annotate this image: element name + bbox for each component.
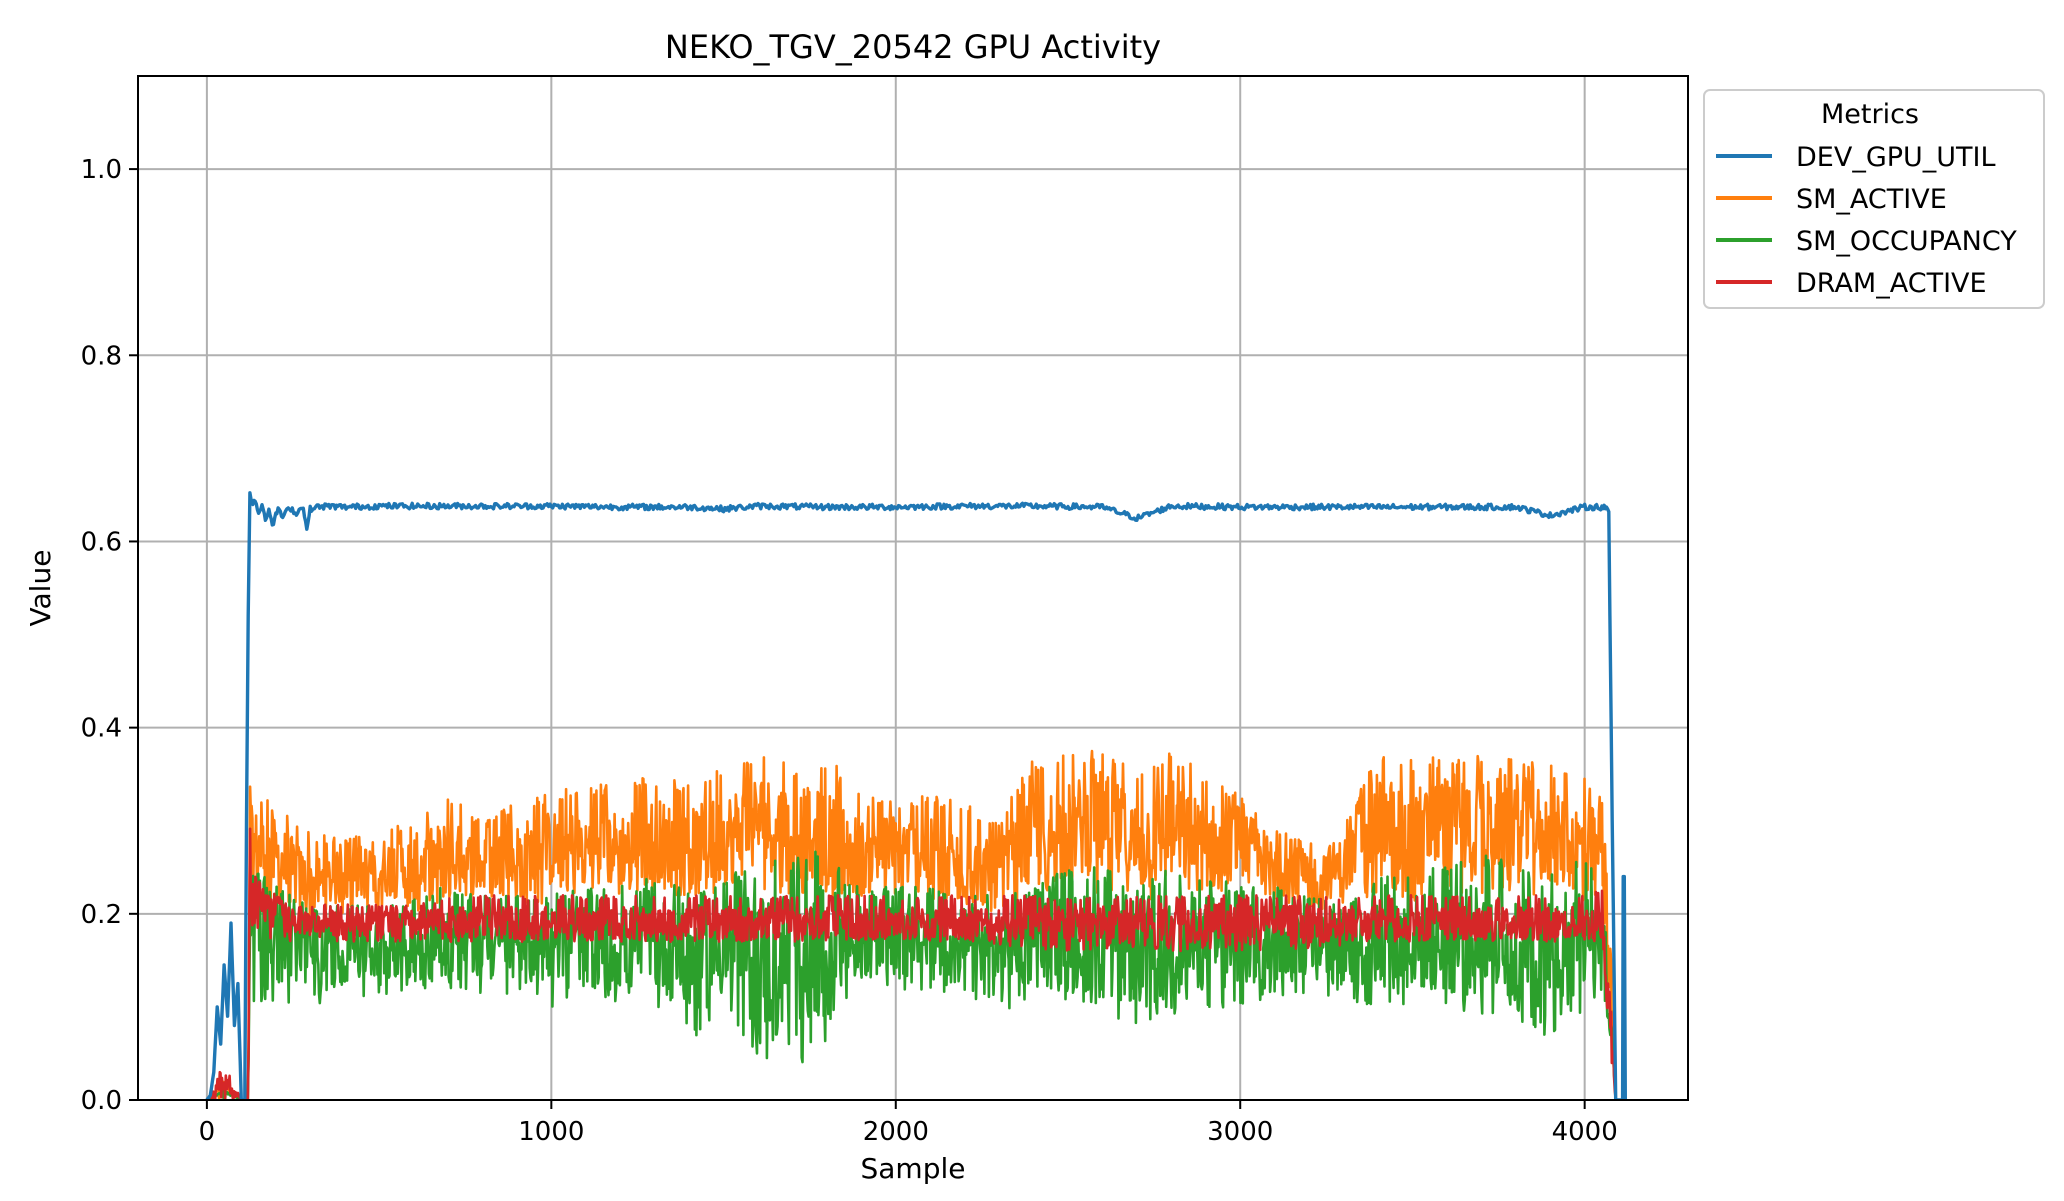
legend-items: DEV_GPU_UTIL SM_ACTIVE SM_OCCUPANCY DRAM_AC… [1716,142,2017,299]
legend-label: DEV_GPU_UTIL [1796,142,1996,173]
x-tick-label: 3000 [1207,1117,1273,1147]
y-tick-label: 0.0 [81,1086,122,1116]
y-tick-label: 0.8 [81,341,122,371]
legend-item: SM_OCCUPANCY [1716,226,2017,257]
legend-item: SM_ACTIVE [1716,184,1947,215]
legend-label: SM_ACTIVE [1796,184,1947,215]
legend-item: DEV_GPU_UTIL [1716,142,1996,173]
legend-label: SM_OCCUPANCY [1796,226,2017,257]
grid [138,76,1688,1101]
x-tick-label: 2000 [863,1117,929,1147]
legend-item: DRAM_ACTIVE [1716,268,1987,299]
axes: 0 1000 2000 3000 4000 0.0 0.2 0.4 0.6 0.8 1.0 [81,155,1618,1147]
x-tick-label: 4000 [1552,1117,1618,1147]
y-tick-label: 0.2 [81,900,122,930]
series-line-sm-active [205,749,1620,1100]
series-line-dev-gpu-util [205,491,1627,1100]
plot-frame [137,75,1689,1101]
legend-title: Metrics [1821,99,1919,130]
y-tick-label: 0.6 [81,527,122,557]
chart-title: NEKO_TGV_20542 GPU Activity [665,28,1161,66]
y-tick-label: 1.0 [81,155,122,185]
y-tick-label: 0.4 [81,714,122,744]
plot-area [205,491,1627,1100]
y-axis-label: Value [24,550,57,627]
x-axis-label: Sample [861,1152,966,1185]
x-tick-label: 1000 [518,1117,584,1147]
legend-box [1703,89,2045,309]
x-tick-label: 0 [199,1117,216,1147]
series-line-dram-active [205,827,1620,1100]
legend-label: DRAM_ACTIVE [1796,268,1987,299]
legend: Metrics DEV_GPU_UTIL SM_ACTIVE SM_OCCUPANC… [1703,89,2045,309]
